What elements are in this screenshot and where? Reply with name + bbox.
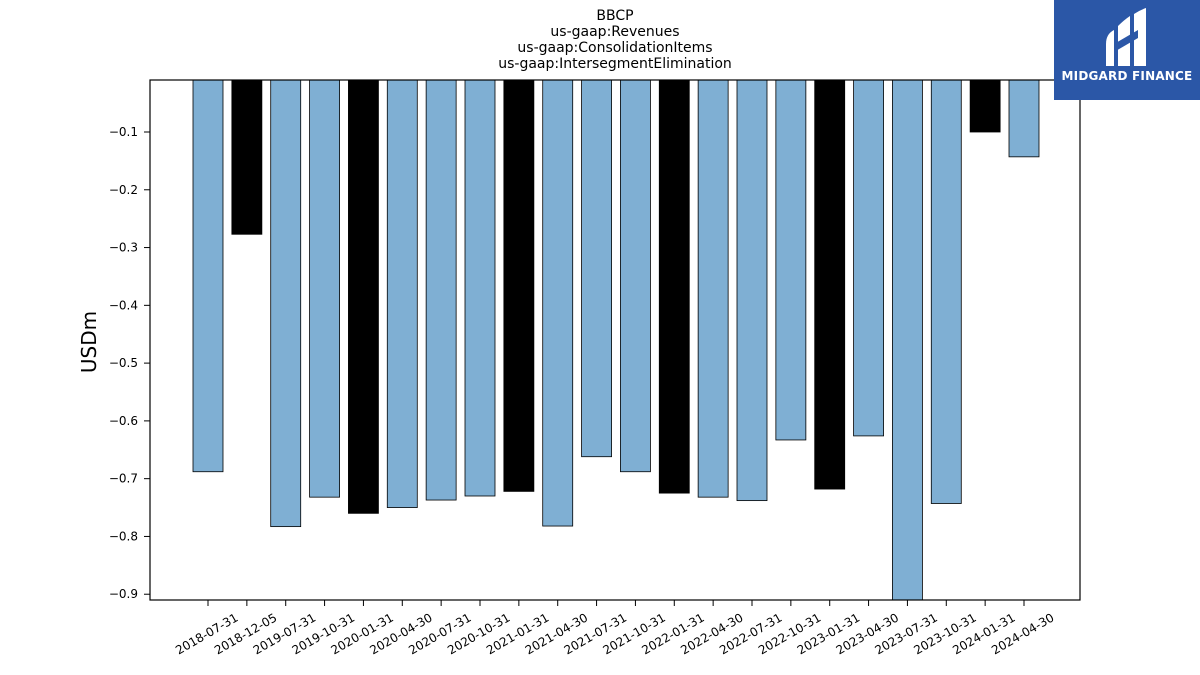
bar-2021-01-31: [503, 79, 535, 492]
y-tick-label: −0.9: [109, 587, 138, 601]
bar-2020-01-31: [348, 79, 379, 514]
bar-2019-07-31: [270, 79, 302, 528]
bar-2019-10-31: [309, 79, 340, 498]
bar-2021-10-31: [620, 79, 651, 473]
y-tick-label: −0.5: [109, 356, 138, 370]
bar-2022-04-30: [697, 79, 729, 498]
y-tick-label: −0.8: [109, 529, 138, 543]
bar-2024-01-31: [969, 79, 1001, 133]
bar-2023-10-31: [930, 79, 962, 504]
chart-title-line-4: us-gaap:IntersegmentElimination: [498, 56, 732, 72]
bar-2022-01-31: [658, 79, 690, 494]
bar-2018-07-31: [192, 79, 224, 473]
bar-2020-04-30: [386, 79, 418, 508]
y-tick-label: −0.7: [109, 472, 138, 486]
bar-2023-07-31: [892, 79, 923, 601]
y-tick-label: −0.2: [109, 183, 138, 197]
chart-title-line-1: BBCP: [596, 8, 634, 24]
y-axis-label: USDm: [77, 311, 101, 373]
y-tick-label: −0.6: [109, 414, 138, 428]
y-tick-label: −0.1: [109, 125, 138, 139]
y-tick-label: −0.3: [109, 241, 138, 255]
bar-2021-04-30: [542, 79, 574, 527]
midgard-finance-logo: MIDGARD FINANCE: [1054, 0, 1200, 100]
x-axis: 2018-07-312018-12-052019-07-312019-10-31…: [173, 600, 1056, 657]
logo-text: MIDGARD FINANCE: [1061, 69, 1193, 83]
bar-2020-07-31: [425, 79, 457, 501]
bar-2020-10-31: [464, 79, 496, 497]
chart-title-line-2: us-gaap:Revenues: [550, 24, 680, 40]
logo-mark-icon: [1106, 8, 1146, 66]
y-tick-label: −0.4: [109, 298, 138, 312]
bars-group: [192, 79, 1040, 601]
plot-frame: [149, 79, 1081, 601]
chart-title-line-3: us-gaap:ConsolidationItems: [517, 40, 713, 56]
bar-2023-01-31: [814, 79, 846, 490]
bar-2024-04-30: [1008, 79, 1040, 158]
bar-2023-04-30: [853, 79, 884, 437]
bar-2022-07-31: [736, 79, 768, 502]
bar-2022-10-31: [775, 79, 807, 441]
bar-2021-07-31: [581, 79, 612, 458]
bar-2018-12-05: [231, 79, 263, 235]
y-axis: −0.1 −0.2 −0.3 −0.4 −0.5 −0.6 −0.7 −0.8 −0.9: [109, 125, 150, 601]
